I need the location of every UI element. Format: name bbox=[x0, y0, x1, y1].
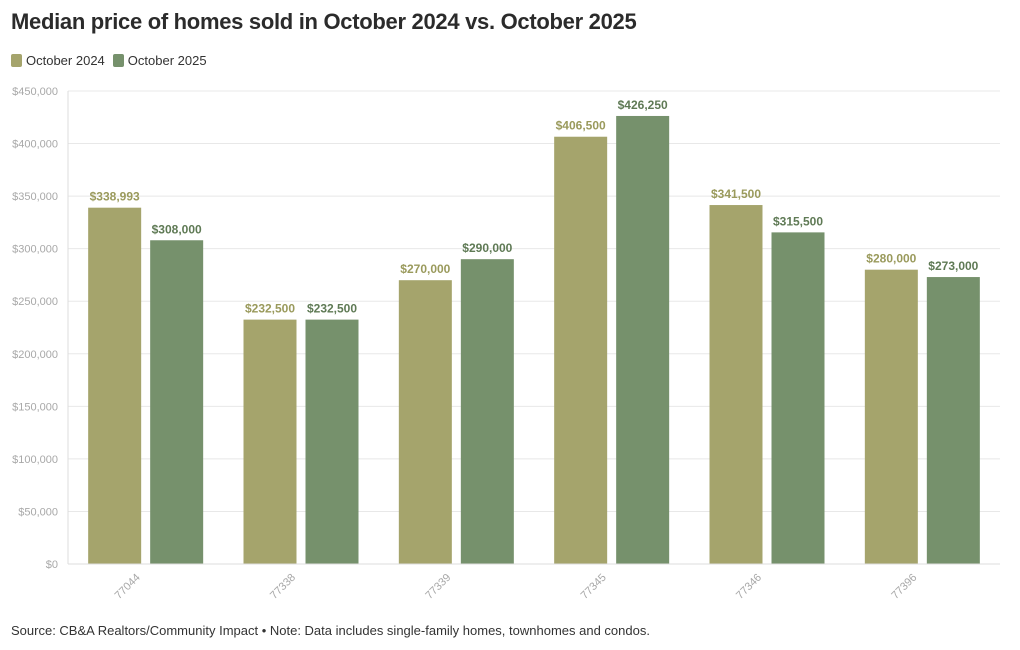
legend-label-2024: October 2024 bbox=[26, 53, 105, 68]
data-label: $426,250 bbox=[618, 98, 668, 112]
x-tick-label: 77396 bbox=[889, 572, 919, 602]
legend-swatch-2025 bbox=[112, 54, 124, 67]
bar-77346-2024 bbox=[709, 205, 763, 564]
y-tick-label: $250,000 bbox=[12, 296, 58, 308]
x-tick-label: 77339 bbox=[423, 572, 453, 602]
bar-77396-2024 bbox=[864, 269, 918, 564]
bar-77346-2025 bbox=[771, 232, 825, 564]
bar-77339-2024 bbox=[398, 280, 452, 564]
bar-77396-2025 bbox=[926, 277, 980, 564]
bar-77345-2024 bbox=[554, 136, 608, 564]
y-tick-label: $50,000 bbox=[18, 506, 58, 518]
bar-77044-2024 bbox=[88, 207, 142, 564]
legend-item-2025[interactable]: October 2025 bbox=[112, 53, 207, 68]
data-label: $280,000 bbox=[866, 252, 916, 266]
legend-swatch-2024 bbox=[11, 54, 22, 67]
bar-77338-2024 bbox=[243, 319, 297, 564]
data-label: $270,000 bbox=[400, 262, 450, 276]
y-tick-label: $400,000 bbox=[12, 139, 58, 151]
legend-item-2024[interactable]: October 2024 bbox=[11, 53, 105, 68]
y-tick-label: $100,000 bbox=[12, 454, 58, 466]
y-tick-label: $350,000 bbox=[12, 191, 58, 203]
bar-77345-2025 bbox=[616, 115, 670, 564]
bar-chart: $0 $50,000 $100,000 $150,000 $200,000 $250,00… bbox=[12, 86, 1000, 602]
bar-77339-2025 bbox=[460, 259, 514, 564]
y-tick-label: $300,000 bbox=[12, 244, 58, 256]
data-label: $315,500 bbox=[773, 214, 823, 228]
bar-77044-2025 bbox=[150, 240, 204, 564]
legend-label-2025: October 2025 bbox=[127, 53, 207, 68]
x-tick-label: 77338 bbox=[268, 572, 298, 602]
data-label: $338,993 bbox=[90, 190, 140, 204]
data-label: $341,500 bbox=[711, 187, 761, 201]
data-label: $232,500 bbox=[307, 302, 357, 316]
legend: October 2024 October 2025 bbox=[11, 53, 207, 68]
data-label: $232,500 bbox=[245, 302, 295, 316]
x-tick-label: 77346 bbox=[734, 572, 764, 602]
data-label: $308,000 bbox=[152, 222, 202, 236]
y-tick-label: $150,000 bbox=[12, 401, 58, 413]
data-label: $273,000 bbox=[928, 259, 978, 273]
chart-title: Median price of homes sold in October 20… bbox=[11, 9, 637, 34]
data-label: $290,000 bbox=[462, 241, 512, 255]
data-label: $406,500 bbox=[556, 119, 606, 133]
x-tick-label: 77044 bbox=[113, 572, 143, 602]
bar-77338-2025 bbox=[305, 319, 359, 564]
y-tick-label: $200,000 bbox=[12, 349, 58, 361]
y-tick-label: $450,000 bbox=[12, 86, 58, 98]
y-tick-label: $0 bbox=[46, 559, 58, 571]
source-note: Source: CB&A Realtors/Community Impact •… bbox=[11, 623, 650, 638]
x-tick-label: 77345 bbox=[579, 572, 609, 602]
